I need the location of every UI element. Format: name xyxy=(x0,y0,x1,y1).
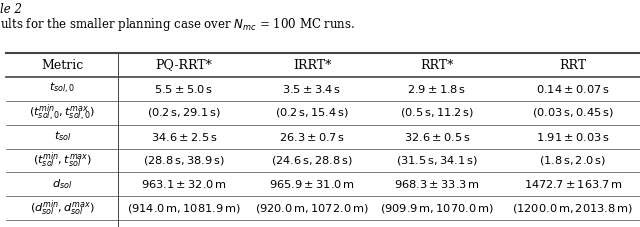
Text: $965.9 \pm 31.0\,\mathrm{m}$: $965.9 \pm 31.0\,\mathrm{m}$ xyxy=(269,178,355,190)
Text: $0.14 \pm 0.07\,\mathrm{s}$: $0.14 \pm 0.07\,\mathrm{s}$ xyxy=(536,83,610,95)
Text: IRRT*: IRRT* xyxy=(293,59,331,72)
Text: PQ-RRT*: PQ-RRT* xyxy=(156,59,212,72)
Text: $1.91 \pm 0.03\,\mathrm{s}$: $1.91 \pm 0.03\,\mathrm{s}$ xyxy=(536,131,610,143)
Text: $963.1 \pm 32.0\,\mathrm{m}$: $963.1 \pm 32.0\,\mathrm{m}$ xyxy=(141,178,227,190)
Text: $d_{sol}$: $d_{sol}$ xyxy=(52,177,72,191)
Text: $(t^{min}_{sol},t^{max}_{sol})$: $(t^{min}_{sol},t^{max}_{sol})$ xyxy=(33,151,92,170)
Text: $100\%$: $100\%$ xyxy=(556,226,589,227)
Text: $(24.6\,\mathrm{s},28.8\,\mathrm{s})$: $(24.6\,\mathrm{s},28.8\,\mathrm{s})$ xyxy=(271,154,353,167)
Text: $3.5 \pm 3.4\,\mathrm{s}$: $3.5 \pm 3.4\,\mathrm{s}$ xyxy=(282,83,342,95)
Text: $(28.8\,\mathrm{s},38.9\,\mathrm{s})$: $(28.8\,\mathrm{s},38.9\,\mathrm{s})$ xyxy=(143,154,225,167)
Text: $1472.7 \pm 163.7\,\mathrm{m}$: $1472.7 \pm 163.7\,\mathrm{m}$ xyxy=(524,178,622,190)
Text: $5.5 \pm 5.0\,\mathrm{s}$: $5.5 \pm 5.0\,\mathrm{s}$ xyxy=(154,83,214,95)
Text: $(d^{min}_{sol},d^{max}_{sol})$: $(d^{min}_{sol},d^{max}_{sol})$ xyxy=(30,198,95,218)
Text: $100\%$: $100\%$ xyxy=(167,226,201,227)
Text: $t_{sol,0}$: $t_{sol,0}$ xyxy=(49,81,76,96)
Text: $32.6 \pm 0.5\,\mathrm{s}$: $32.6 \pm 0.5\,\mathrm{s}$ xyxy=(404,131,470,143)
Text: $(920.0\,\mathrm{m},1072.0\,\mathrm{m})$: $(920.0\,\mathrm{m},1072.0\,\mathrm{m})$ xyxy=(255,202,369,215)
Text: $(1.8\,\mathrm{s},2.0\,\mathrm{s})$: $(1.8\,\mathrm{s},2.0\,\mathrm{s})$ xyxy=(540,154,606,167)
Text: le 2: le 2 xyxy=(0,3,22,16)
Text: $\rho_{mc}$: $\rho_{mc}$ xyxy=(52,226,73,227)
Text: $26.3 \pm 0.7\,\mathrm{s}$: $26.3 \pm 0.7\,\mathrm{s}$ xyxy=(279,131,345,143)
Text: $968.3 \pm 33.3\,\mathrm{m}$: $968.3 \pm 33.3\,\mathrm{m}$ xyxy=(394,178,480,190)
Text: Metric: Metric xyxy=(41,59,84,72)
Text: RRT: RRT xyxy=(559,59,586,72)
Text: $t_{sol}$: $t_{sol}$ xyxy=(54,130,71,143)
Text: $(31.5\,\mathrm{s},34.1\,\mathrm{s})$: $(31.5\,\mathrm{s},34.1\,\mathrm{s})$ xyxy=(396,154,478,167)
Text: $34.6 \pm 2.5\,\mathrm{s}$: $34.6 \pm 2.5\,\mathrm{s}$ xyxy=(151,131,217,143)
Text: RRT*: RRT* xyxy=(420,59,454,72)
Text: $(909.9\,\mathrm{m},1070.0\,\mathrm{m})$: $(909.9\,\mathrm{m},1070.0\,\mathrm{m})$ xyxy=(380,202,494,215)
Text: ults for the smaller planning case over $N_{mc}$ = 100 MC runs.: ults for the smaller planning case over … xyxy=(0,16,355,33)
Text: $(t^{min}_{sol,0},t^{max}_{sol,0})$: $(t^{min}_{sol,0},t^{max}_{sol,0})$ xyxy=(29,102,95,123)
Text: $100\%$: $100\%$ xyxy=(295,226,329,227)
Text: $2.9 \pm 1.8\,\mathrm{s}$: $2.9 \pm 1.8\,\mathrm{s}$ xyxy=(407,83,467,95)
Text: $(0.2\,\mathrm{s},29.1\,\mathrm{s})$: $(0.2\,\mathrm{s},29.1\,\mathrm{s})$ xyxy=(147,106,221,119)
Text: $(0.5\,\mathrm{s},11.2\,\mathrm{s})$: $(0.5\,\mathrm{s},11.2\,\mathrm{s})$ xyxy=(400,106,474,119)
Text: $(914.0\,\mathrm{m},1081.9\,\mathrm{m})$: $(914.0\,\mathrm{m},1081.9\,\mathrm{m})$ xyxy=(127,202,241,215)
Text: $(0.2\,\mathrm{s},15.4\,\mathrm{s})$: $(0.2\,\mathrm{s},15.4\,\mathrm{s})$ xyxy=(275,106,349,119)
Text: $(1200.0\,\mathrm{m},2013.8\,\mathrm{m})$: $(1200.0\,\mathrm{m},2013.8\,\mathrm{m})… xyxy=(513,202,633,215)
Text: $100\%$: $100\%$ xyxy=(420,226,454,227)
Text: $(0.03\,\mathrm{s},0.45\,\mathrm{s})$: $(0.03\,\mathrm{s},0.45\,\mathrm{s})$ xyxy=(532,106,614,119)
